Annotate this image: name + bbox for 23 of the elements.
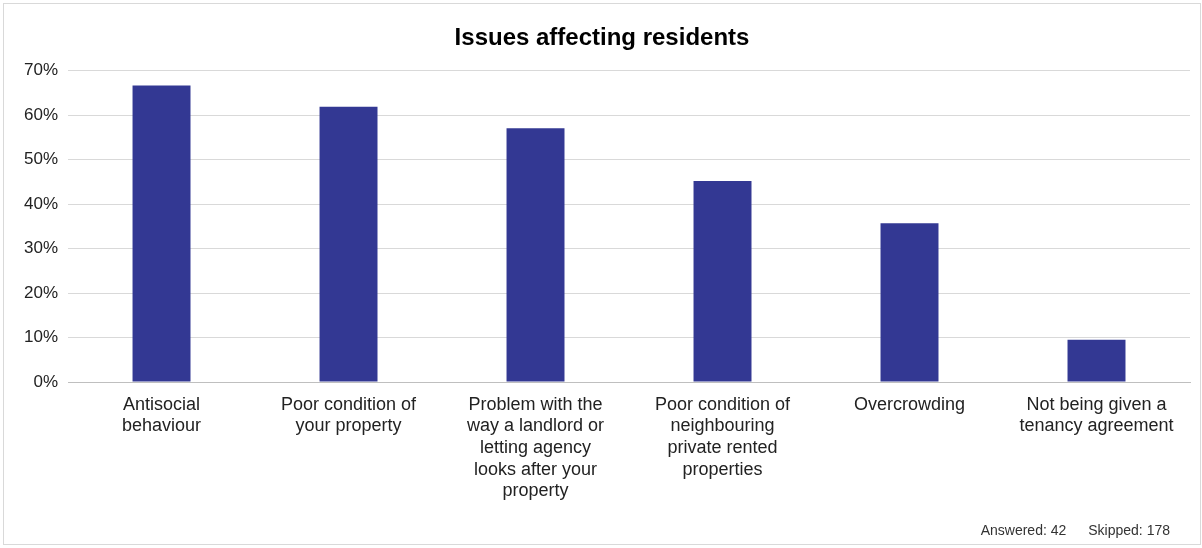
x-tick-label: Poor condition of neighbouring private rented properties <box>654 393 792 479</box>
bar <box>880 223 939 382</box>
text: Skipped: 178 <box>1088 522 1170 538</box>
x-tick-label: Problem with the way a landlord or letting agency looks after your property <box>465 393 605 501</box>
y-tick-label: 0% <box>33 371 59 391</box>
x-tick-label: Antisocial behaviour <box>121 393 202 436</box>
y-tick-label: 30% <box>23 238 59 258</box>
bar <box>132 85 191 382</box>
x-tick-label: Poor condition of your property <box>280 393 418 436</box>
y-tick-label: 50% <box>23 149 59 169</box>
y-tick-label: 40% <box>23 193 59 213</box>
chart-title: Issues affecting residents <box>454 23 750 51</box>
y-tick-label: 10% <box>23 327 59 347</box>
x-tick-label: Overcrowding <box>853 393 966 414</box>
bar <box>1067 339 1126 382</box>
bar <box>693 181 752 382</box>
text: Answered: 42 <box>980 522 1067 538</box>
y-tick-label: 60% <box>23 104 59 124</box>
y-tick-label: 20% <box>23 282 59 302</box>
bar <box>319 106 378 382</box>
bar <box>506 128 565 382</box>
x-tick-label: Not being given a tenancy agreement <box>1019 393 1174 436</box>
y-tick-label: 70% <box>23 60 59 80</box>
